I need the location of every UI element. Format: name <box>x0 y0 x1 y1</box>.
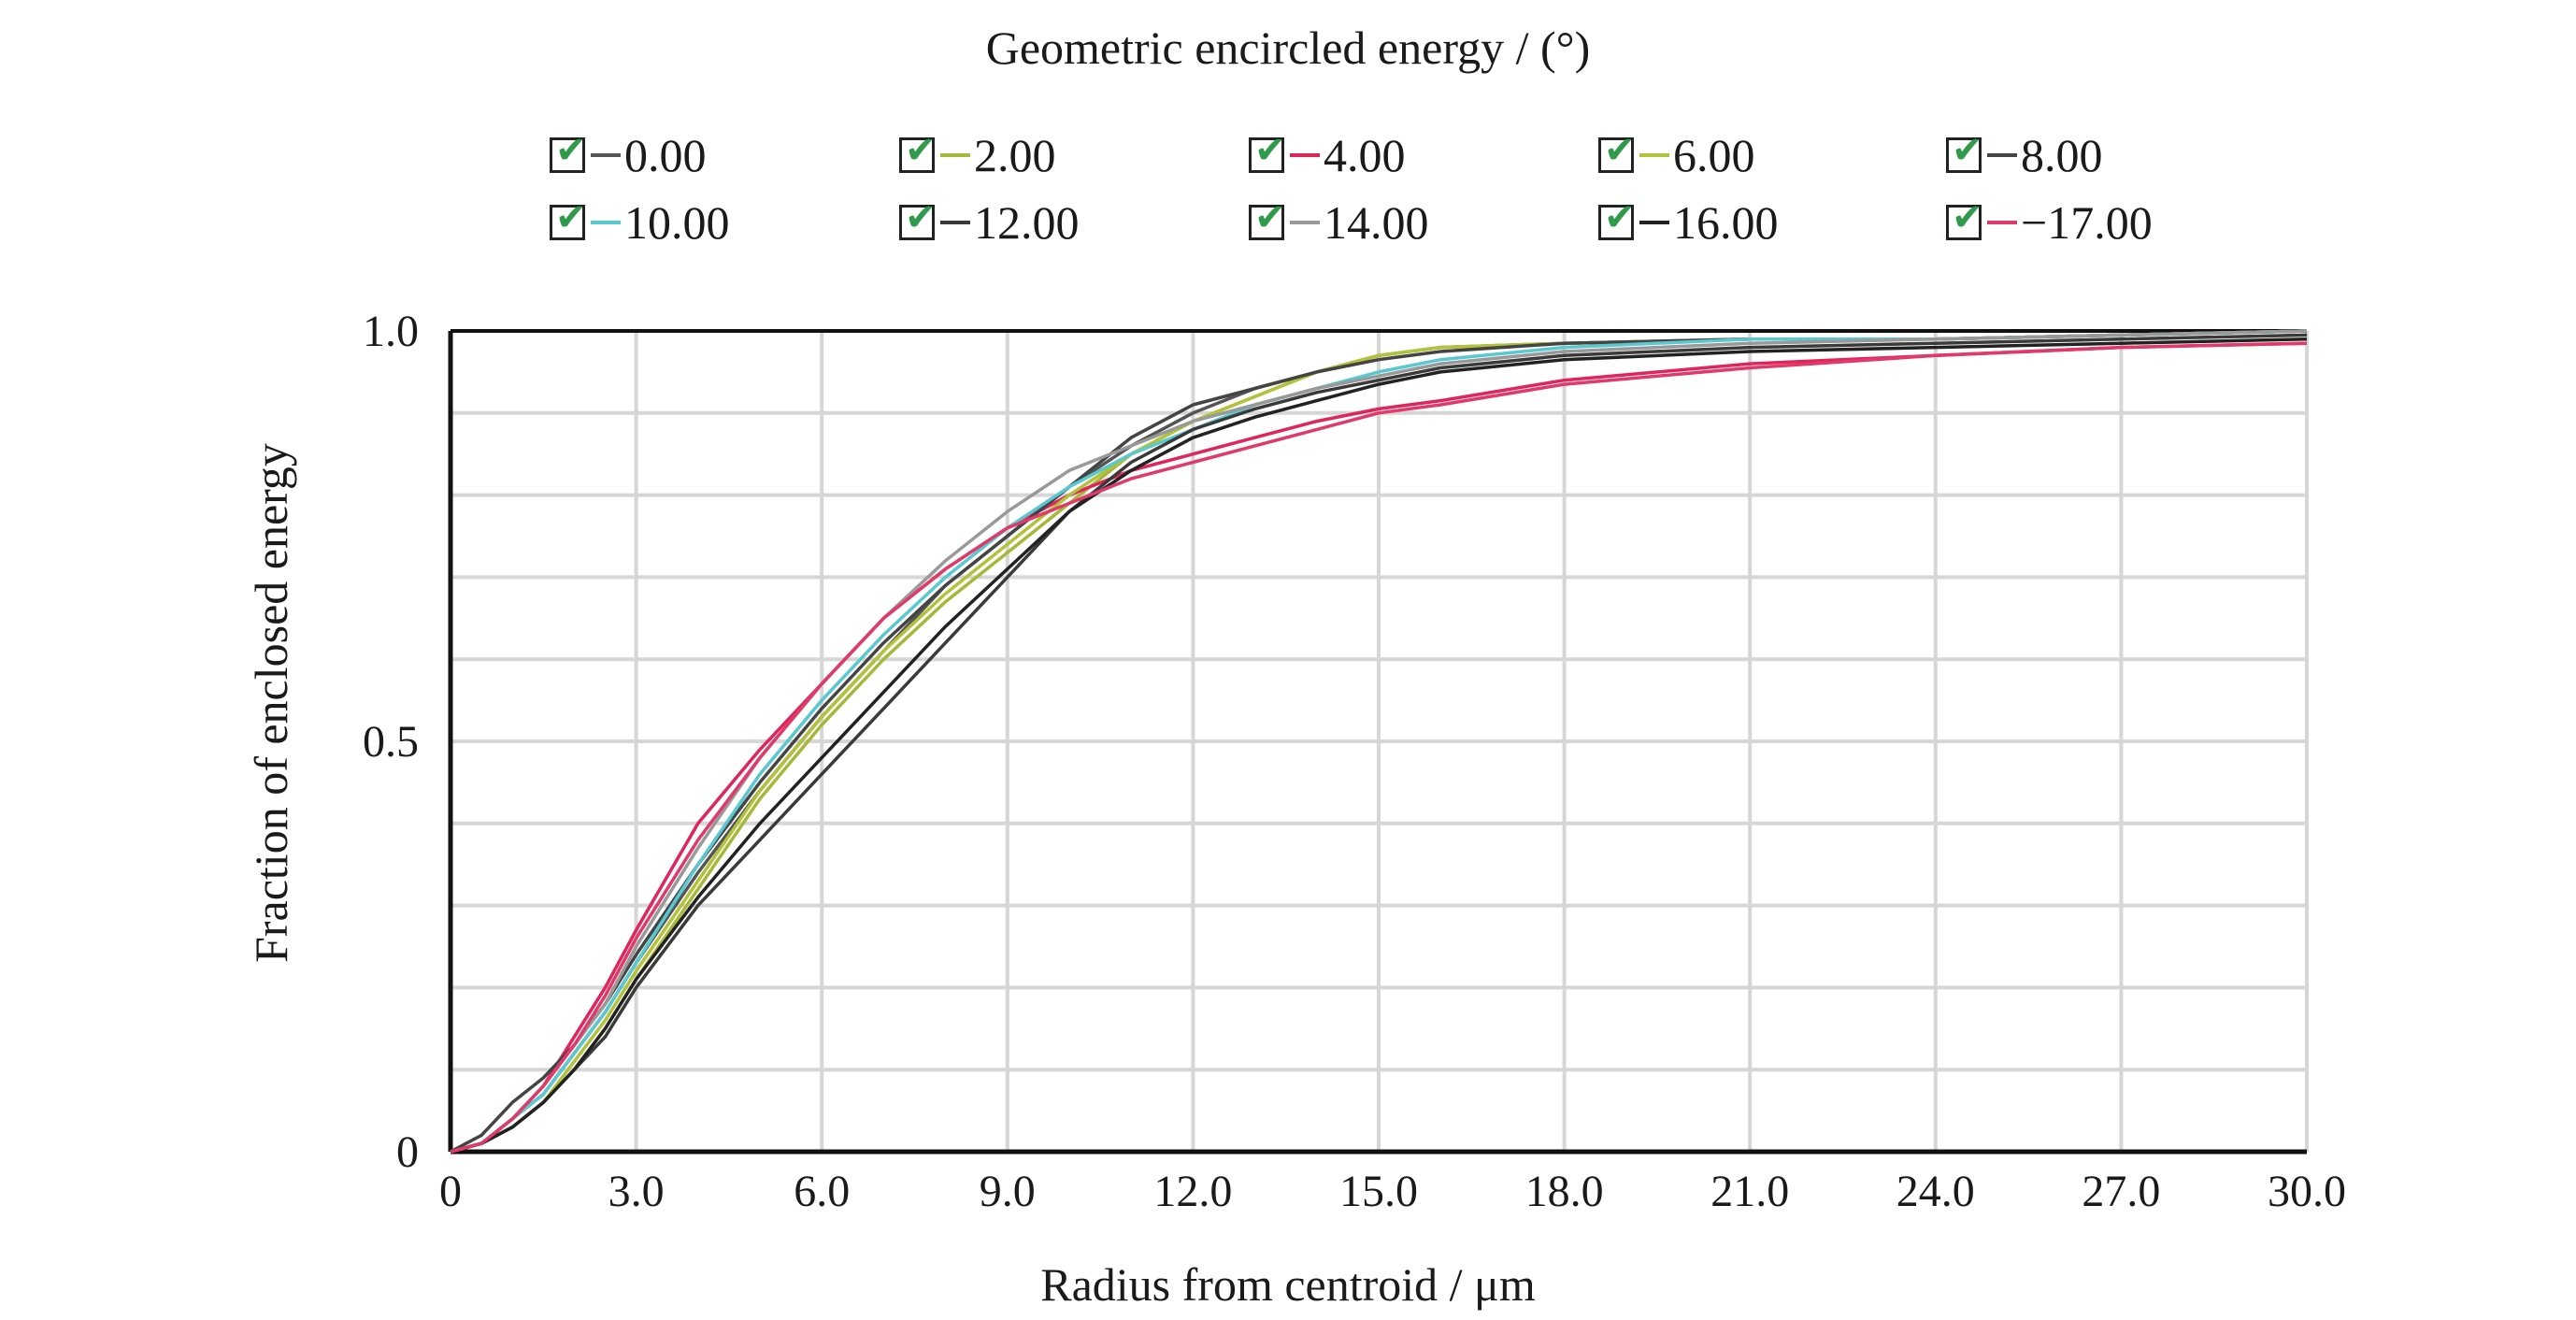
series-line-−17.00 <box>450 341 2308 1154</box>
legend-label: 6.00 <box>1673 129 1755 181</box>
legend-item[interactable]: ✔ 4.00 <box>1249 129 1406 181</box>
legend-item[interactable]: ✔ 6.00 <box>1598 129 1755 181</box>
x-tick-label: 15.0 <box>1339 1167 1418 1216</box>
legend-item[interactable]: ✔ 0.00 <box>550 129 707 181</box>
checkmark-icon: ✔ <box>1604 196 1636 239</box>
checkmark-icon: ✔ <box>1254 196 1286 239</box>
x-tick-label: 24.0 <box>1896 1167 1975 1216</box>
checkbox-checked-icon[interactable]: ✔ <box>1598 199 1636 240</box>
legend-label: 14.00 <box>1324 196 1429 249</box>
legend-label: 16.00 <box>1673 196 1779 249</box>
legend-item[interactable]: ✔ −17.00 <box>1946 196 2153 249</box>
x-tick-label: 27.0 <box>2082 1167 2160 1216</box>
checkmark-icon: ✔ <box>905 196 937 239</box>
chart-title: Geometric encircled energy / (°) <box>985 22 1591 74</box>
legend-label: 2.00 <box>974 129 1056 181</box>
x-tick-label: 3.0 <box>608 1167 665 1216</box>
legend-swatch <box>1290 153 1320 157</box>
y-axis-label: Fraction of enclosed energy <box>245 443 297 963</box>
x-tick-label: 9.0 <box>980 1167 1036 1216</box>
legend-label: −17.00 <box>2021 196 2153 249</box>
y-tick-label: 0.5 <box>363 717 419 767</box>
legend-item[interactable]: ✔ 12.00 <box>899 196 1080 249</box>
checkbox-checked-icon[interactable]: ✔ <box>550 132 587 173</box>
legend-label: 8.00 <box>2021 129 2103 181</box>
legend-item[interactable]: ✔ 8.00 <box>1946 129 2103 181</box>
axes <box>448 329 2307 1155</box>
checkmark-icon: ✔ <box>1952 129 1983 172</box>
legend-item[interactable]: ✔ 16.00 <box>1598 196 1779 249</box>
legend-label: 10.00 <box>624 196 730 249</box>
checkmark-icon: ✔ <box>1952 196 1983 239</box>
x-axis-label: Radius from centroid / μm <box>1040 1258 1536 1311</box>
legend-swatch <box>1290 221 1320 224</box>
series-line-16.00 <box>450 337 2308 1154</box>
x-tick-label: 12.0 <box>1153 1167 1232 1216</box>
legend-label: 12.00 <box>974 196 1080 249</box>
legend-swatch <box>940 221 970 224</box>
x-tick-label: 0 <box>439 1167 462 1216</box>
x-tick-labels: 0 3.0 6.0 9.0 12.0 15.0 18.0 21.0 24.0 27.0 30.0 <box>439 1167 2346 1216</box>
checkmark-icon: ✔ <box>555 129 587 172</box>
x-tick-label: 30.0 <box>2268 1167 2346 1216</box>
legend-swatch <box>1987 153 2017 157</box>
checkbox-checked-icon[interactable]: ✔ <box>550 199 587 240</box>
legend-swatch <box>1639 153 1669 157</box>
legend-item[interactable]: ✔ 2.00 <box>899 129 1056 181</box>
legend-item[interactable]: ✔ 10.00 <box>550 196 730 249</box>
legend-label: 4.00 <box>1324 129 1406 181</box>
legend-swatch <box>591 221 621 224</box>
legend-swatch <box>940 153 970 157</box>
checkbox-checked-icon[interactable]: ✔ <box>1946 199 1983 240</box>
legend-label: 0.00 <box>624 129 707 181</box>
checkbox-checked-icon[interactable]: ✔ <box>1249 132 1286 173</box>
checkmark-icon: ✔ <box>1604 129 1636 172</box>
y-tick-label: 1.0 <box>363 307 419 356</box>
checkmark-icon: ✔ <box>1254 129 1286 172</box>
checkbox-checked-icon[interactable]: ✔ <box>1598 132 1636 173</box>
grid <box>449 329 2309 1154</box>
x-tick-label: 6.0 <box>794 1167 850 1216</box>
legend-item[interactable]: ✔ 14.00 <box>1249 196 1429 249</box>
legend-swatch <box>591 153 621 157</box>
checkbox-checked-icon[interactable]: ✔ <box>899 132 937 173</box>
checkmark-icon: ✔ <box>905 129 937 172</box>
checkbox-checked-icon[interactable]: ✔ <box>899 199 937 240</box>
legend-swatch <box>1987 221 2017 224</box>
checkbox-checked-icon[interactable]: ✔ <box>1249 199 1286 240</box>
x-tick-label: 21.0 <box>1710 1167 1789 1216</box>
checkbox-checked-icon[interactable]: ✔ <box>1946 132 1983 173</box>
legend-swatch <box>1639 221 1669 224</box>
checkmark-icon: ✔ <box>555 196 587 239</box>
x-tick-label: 18.0 <box>1525 1167 1604 1216</box>
y-tick-labels: 0 0.5 1.0 <box>363 307 419 1177</box>
series-lines <box>450 329 2308 1154</box>
y-tick-label: 0 <box>396 1127 419 1177</box>
